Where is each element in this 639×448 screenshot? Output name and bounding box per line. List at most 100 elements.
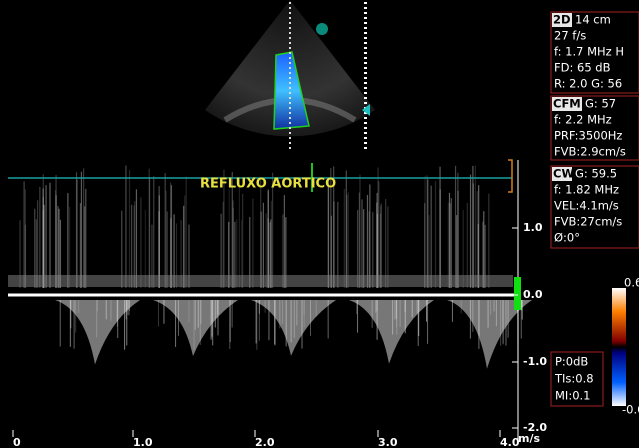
dot bbox=[289, 142, 291, 144]
param-text: f: 2.2 MHz bbox=[554, 113, 612, 127]
time-label: 4.0 bbox=[500, 436, 520, 448]
dot bbox=[364, 52, 367, 54]
dot bbox=[289, 52, 291, 54]
dot bbox=[289, 122, 291, 124]
dot bbox=[289, 132, 291, 134]
dot bbox=[289, 82, 291, 84]
param-text: 27 f/s bbox=[554, 29, 586, 43]
dot bbox=[364, 12, 367, 14]
dot bbox=[364, 132, 367, 134]
page: {"annotation": "REFLUXO AORTICO", "panel… bbox=[0, 0, 639, 448]
dot bbox=[364, 7, 367, 9]
dot bbox=[289, 17, 291, 19]
scale-label: -1.0 bbox=[523, 355, 547, 368]
dot bbox=[289, 67, 291, 69]
dot bbox=[289, 62, 291, 64]
dot bbox=[289, 12, 291, 14]
dot bbox=[289, 117, 291, 119]
param-text: f: 1.82 MHz bbox=[554, 183, 619, 197]
scale-label: 0.0 bbox=[523, 288, 543, 301]
baseline-marker bbox=[514, 277, 521, 310]
param-text: R: 2.0 G: 56 bbox=[554, 77, 622, 91]
dot bbox=[289, 92, 291, 94]
regurgitant-jet bbox=[447, 300, 532, 369]
dot bbox=[289, 147, 291, 149]
dot bbox=[364, 17, 367, 19]
dot bbox=[289, 77, 291, 79]
scale-label: 1.0 bbox=[523, 221, 543, 234]
dot bbox=[364, 77, 367, 79]
dot bbox=[289, 27, 291, 29]
time-label: 3.0 bbox=[378, 436, 398, 448]
param-text: 14 cm bbox=[575, 13, 611, 27]
dot bbox=[364, 137, 367, 139]
dot bbox=[364, 27, 367, 29]
param-text: FVB:2.9cm/s bbox=[554, 145, 626, 159]
dot bbox=[289, 102, 291, 104]
dot bbox=[289, 137, 291, 139]
dot bbox=[364, 117, 367, 119]
dot bbox=[364, 127, 367, 129]
dot bbox=[289, 47, 291, 49]
dot bbox=[364, 82, 367, 84]
dot bbox=[289, 72, 291, 74]
param-text: Ø:0° bbox=[554, 231, 580, 245]
dot bbox=[289, 2, 291, 4]
dot bbox=[289, 97, 291, 99]
marker-dot bbox=[316, 23, 328, 35]
spectrum-band bbox=[8, 275, 513, 287]
dot bbox=[289, 57, 291, 59]
param-text: PRF:3500Hz bbox=[554, 129, 622, 143]
param-text: FVB:27cm/s bbox=[554, 215, 622, 229]
dot bbox=[289, 37, 291, 39]
param-text: VEL:4.1m/s bbox=[554, 199, 619, 213]
dot bbox=[364, 92, 367, 94]
dot bbox=[364, 2, 367, 4]
time-label: 2.0 bbox=[255, 436, 275, 448]
dot bbox=[364, 122, 367, 124]
regurgitant-jet bbox=[251, 300, 336, 356]
dot bbox=[364, 67, 367, 69]
dot bbox=[364, 62, 367, 64]
time-label: 0 bbox=[13, 436, 21, 448]
gate-bracket bbox=[508, 160, 512, 192]
dot bbox=[364, 142, 367, 144]
dot bbox=[289, 112, 291, 114]
annotation: REFLUXO AORTICO bbox=[200, 177, 336, 192]
dot bbox=[289, 32, 291, 34]
dot bbox=[364, 42, 367, 44]
output-text: MI:0.1 bbox=[555, 389, 590, 403]
color-bar bbox=[612, 288, 626, 406]
mode-label: 2D bbox=[553, 13, 571, 27]
dot bbox=[364, 87, 367, 89]
ultrasound-screen: REFLUXO AORTICO1.00.0-1.0-2.0m/s01.02.03… bbox=[0, 0, 639, 448]
mode-label: CFM bbox=[553, 97, 581, 111]
dot bbox=[289, 127, 291, 129]
dot bbox=[364, 102, 367, 104]
regurgitant-jet bbox=[349, 300, 434, 364]
time-label: 1.0 bbox=[133, 436, 153, 448]
dot bbox=[364, 22, 367, 24]
dot bbox=[289, 42, 291, 44]
dot bbox=[364, 47, 367, 49]
output-text: TIs:0.8 bbox=[554, 372, 594, 386]
param-text: FD: 65 dB bbox=[554, 61, 611, 75]
color-bar-label: 0.6 bbox=[624, 276, 639, 290]
output-text: P:0dB bbox=[555, 355, 588, 369]
param-text: G: 57 bbox=[585, 97, 616, 111]
dot bbox=[289, 107, 291, 109]
dot bbox=[364, 72, 367, 74]
dot bbox=[289, 87, 291, 89]
dot bbox=[289, 22, 291, 24]
dot bbox=[364, 147, 367, 149]
scale-unit: m/s bbox=[518, 432, 540, 445]
param-text: f: 1.7 MHz H bbox=[554, 45, 624, 59]
dot bbox=[364, 57, 367, 59]
dot bbox=[364, 37, 367, 39]
color-bar-label: -0.6 bbox=[622, 403, 639, 417]
mode-label: CW bbox=[553, 167, 574, 181]
dot bbox=[364, 97, 367, 99]
dot bbox=[289, 7, 291, 9]
param-text: G: 59.5 bbox=[575, 167, 617, 181]
dot bbox=[364, 32, 367, 34]
